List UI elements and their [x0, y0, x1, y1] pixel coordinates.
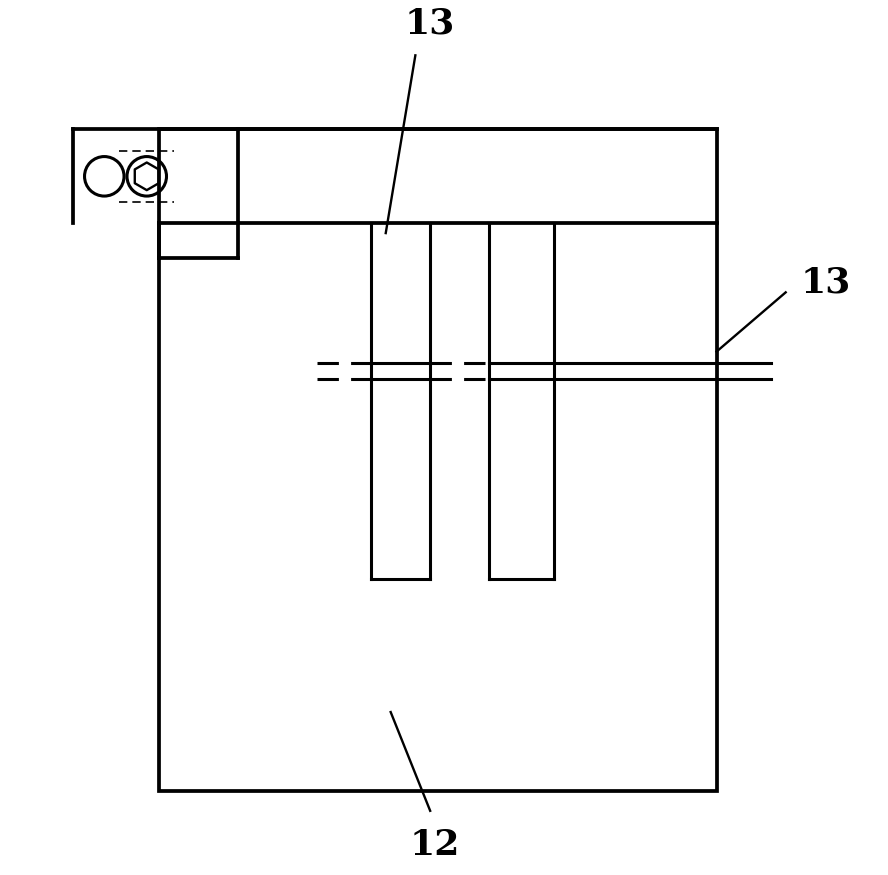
- Text: 13: 13: [800, 265, 851, 299]
- Text: 13: 13: [405, 6, 456, 40]
- Bar: [159, 130, 717, 791]
- Text: 12: 12: [410, 828, 460, 862]
